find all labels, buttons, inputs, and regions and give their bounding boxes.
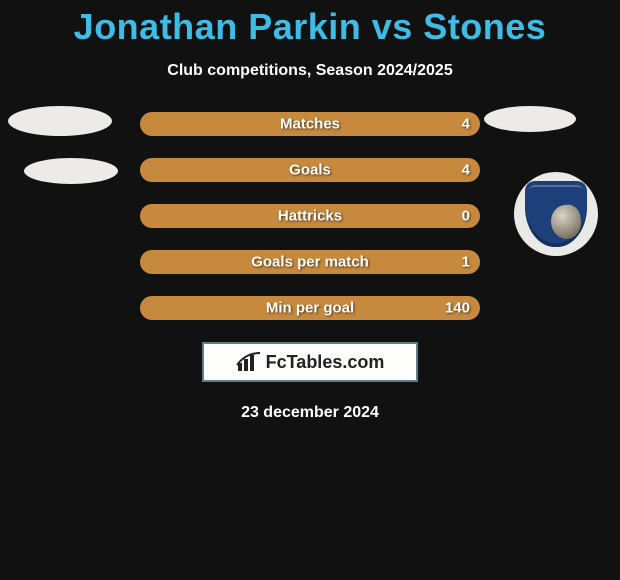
- stat-value-right: 0: [462, 208, 470, 225]
- bar-chart-icon: [236, 351, 262, 373]
- player1-avatar-placeholder: [8, 106, 112, 136]
- page-title: Jonathan Parkin vs Stones: [0, 0, 620, 48]
- stat-row-min-per-goal: Min per goal 140: [140, 296, 480, 320]
- stat-row-matches: Matches 4: [140, 112, 480, 136]
- stat-row-goals-per-match: Goals per match 1: [140, 250, 480, 274]
- stat-label: Matches: [280, 116, 340, 133]
- stat-value-right: 4: [462, 116, 470, 133]
- stat-label: Goals per match: [251, 254, 369, 271]
- stat-row-hattricks: Hattricks 0: [140, 204, 480, 228]
- stat-value-right: 4: [462, 162, 470, 179]
- club-crest-icon: [525, 181, 587, 247]
- club-badge: [514, 172, 598, 256]
- stat-label: Hattricks: [278, 208, 342, 225]
- source-logo-text: FcTables.com: [266, 352, 385, 373]
- player1-avatar-placeholder-2: [24, 158, 118, 184]
- stat-row-goals: Goals 4: [140, 158, 480, 182]
- stat-value-right: 140: [445, 300, 470, 317]
- player2-avatar-placeholder: [484, 106, 576, 132]
- snapshot-date: 23 december 2024: [0, 404, 620, 422]
- page-subtitle: Club competitions, Season 2024/2025: [0, 62, 620, 80]
- stat-value-right: 1: [462, 254, 470, 271]
- comparison-block: Matches 4 Goals 4 Hattricks 0 Goals per …: [0, 112, 620, 320]
- source-logo[interactable]: FcTables.com: [202, 342, 418, 382]
- stat-label: Goals: [289, 162, 331, 179]
- stat-label: Min per goal: [266, 300, 354, 317]
- stat-rows: Matches 4 Goals 4 Hattricks 0 Goals per …: [140, 112, 480, 320]
